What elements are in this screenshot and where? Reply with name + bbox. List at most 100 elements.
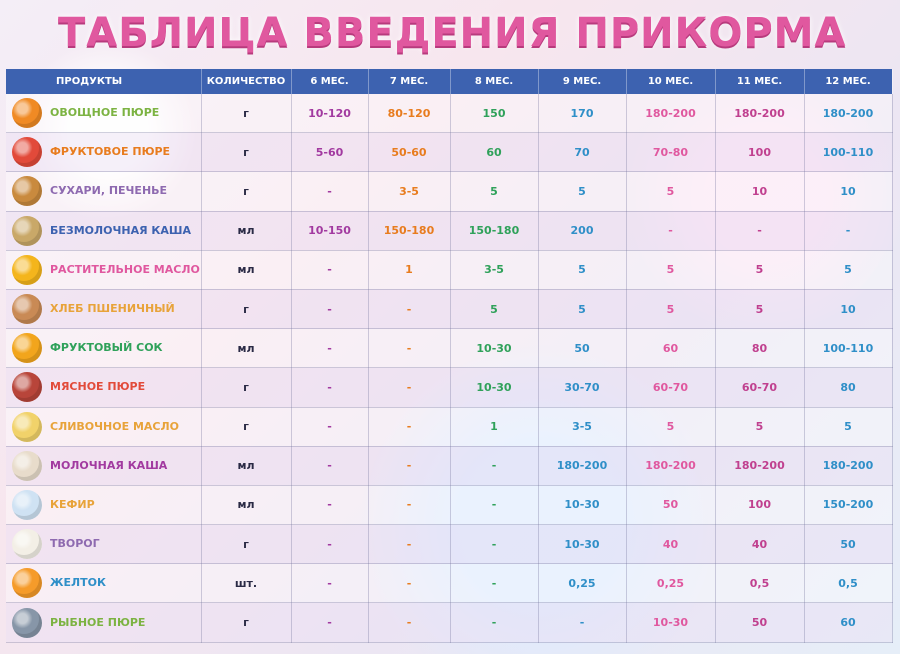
value-cell: 60-70 (715, 367, 805, 408)
product-name: ХЛЕБ ПШЕНИЧНЫЙ (50, 302, 175, 316)
table-row: РЫБНОЕ ПЮРЕ г - - - -10-30 50 60 (6, 602, 893, 643)
col-header-12m: 12 МЕС. (804, 69, 893, 94)
value-cell: 50 (715, 602, 805, 643)
col-header-9m: 9 МЕС. (538, 69, 627, 94)
value-cell: 180-200 (715, 94, 805, 134)
value-cell: 40 (715, 524, 805, 565)
table-row: СУХАРИ, ПЕЧЕНЬЕ г -3-5 5 5 5 10 10 (6, 171, 893, 212)
product-name: ФРУКТОВЫЙ СОК (50, 341, 163, 355)
value-cell: 180-200 (804, 446, 893, 486)
value-cell: 10 (715, 171, 805, 212)
product-name: ФРУКТОВОЕ ПЮРЕ (50, 145, 171, 159)
value-cell: 180-200 (804, 94, 893, 134)
value-cell: - (538, 602, 627, 643)
table-row: РАСТИТЕЛЬНОЕ МАСЛО мл -1 3-5 5 5 5 5 (6, 250, 893, 290)
value-cell: 5 (626, 250, 716, 290)
value-cell: 60-70 (626, 367, 716, 408)
value-cell: 5 (715, 407, 805, 447)
table-row: БЕЗМОЛОЧНАЯ КАША мл 10-150 150-180 150-180 20… (6, 211, 893, 251)
product-name: БЕЗМОЛОЧНАЯ КАША (50, 223, 192, 237)
product-cell: МОЛОЧНАЯ КАША (6, 446, 202, 486)
value-cell: 5 (538, 171, 627, 212)
table-row: ФРУКТОВОЕ ПЮРЕ г 5-60 50-60 60 70 70-80 100 100-… (6, 132, 893, 173)
value-cell: 3-5 (368, 171, 451, 212)
sunflower-icon (12, 254, 42, 285)
unit-cell: г (201, 171, 292, 212)
egg-yolk-icon (12, 568, 42, 599)
unit-cell: г (201, 524, 292, 565)
unit-cell: мл (201, 485, 292, 526)
value-cell: - (291, 171, 369, 212)
product-cell: ЖЕЛТОК (6, 563, 202, 604)
table-row: КЕФИР мл - - -10-30 50 100 150-200 (6, 485, 893, 526)
value-cell: - (291, 446, 369, 486)
value-cell: 1 (368, 250, 451, 290)
value-cell: 0,25 (626, 563, 716, 604)
unit-cell: мл (201, 211, 292, 251)
value-cell: - (368, 485, 451, 526)
product-name: МОЛОЧНАЯ КАША (50, 458, 168, 472)
value-cell: 5 (450, 171, 539, 212)
value-cell: 0,25 (538, 563, 627, 604)
value-cell: - (291, 407, 369, 447)
value-cell: - (450, 602, 539, 643)
product-name: РАСТИТЕЛЬНОЕ МАСЛО (50, 262, 200, 276)
carrot-pumpkin-icon (12, 98, 42, 129)
col-header-11m: 11 МЕС. (715, 69, 805, 94)
value-cell: 5 (804, 250, 893, 290)
value-cell: 5 (626, 407, 716, 447)
value-cell: - (368, 289, 451, 330)
porridge-bowl-icon (12, 215, 42, 246)
product-name: ЖЕЛТОК (50, 576, 106, 590)
unit-cell: мл (201, 446, 292, 486)
value-cell: - (804, 211, 893, 251)
product-name: ТВОРОГ (50, 537, 100, 551)
value-cell: 10 (804, 171, 893, 212)
unit-cell: г (201, 407, 292, 447)
col-header-8m: 8 МЕС. (450, 69, 539, 94)
unit-cell: г (201, 289, 292, 330)
table-row: СЛИВОЧНОЕ МАСЛО г - -1 3-5 5 5 5 (6, 407, 893, 447)
value-cell: - (291, 367, 369, 408)
value-cell: 40 (626, 524, 716, 565)
value-cell: - (368, 367, 451, 408)
value-cell: 10-120 (291, 94, 369, 134)
unit-cell: мл (201, 328, 292, 369)
table-row: ФРУКТОВЫЙ СОК мл - -10-30 50 60 80 100-110 (6, 328, 893, 369)
value-cell: 0,5 (804, 563, 893, 604)
value-cell: 150-200 (804, 485, 893, 526)
product-name: КЕФИР (50, 497, 95, 511)
value-cell: 50 (626, 485, 716, 526)
value-cell: 10-30 (538, 485, 627, 526)
value-cell: 80-120 (368, 94, 451, 134)
page-title: ТАБЛИЦА ВВЕДЕНИЯ ПРИКОРМА (58, 10, 847, 56)
value-cell: 5 (538, 289, 627, 330)
product-name: МЯСНОЕ ПЮРЕ (50, 380, 146, 394)
product-cell: СЛИВОЧНОЕ МАСЛО (6, 407, 202, 447)
table-row: МОЛОЧНАЯ КАША мл - - -180-200 180-200 180-200 1… (6, 446, 893, 486)
value-cell: - (291, 485, 369, 526)
value-cell: 0,5 (715, 563, 805, 604)
value-cell: 150-180 (450, 211, 539, 251)
value-cell: 200 (538, 211, 627, 251)
value-cell: 180-200 (626, 446, 716, 486)
col-header-10m: 10 МЕС. (626, 69, 716, 94)
value-cell: - (291, 289, 369, 330)
value-cell: 150-180 (368, 211, 451, 251)
unit-cell: г (201, 132, 292, 173)
value-cell: 10 (804, 289, 893, 330)
value-cell: 1 (450, 407, 539, 447)
value-cell: 10-30 (538, 524, 627, 565)
value-cell: 5 (804, 407, 893, 447)
value-cell: - (368, 446, 451, 486)
value-cell: 10-150 (291, 211, 369, 251)
value-cell: 10-30 (450, 367, 539, 408)
product-name: СЛИВОЧНОЕ МАСЛО (50, 419, 179, 433)
value-cell: 5 (538, 250, 627, 290)
table-row: ЖЕЛТОК шт. - - -0,25 0,25 0,5 0,5 (6, 563, 893, 604)
bread-icon (12, 294, 42, 325)
unit-cell: г (201, 602, 292, 643)
milk-porridge-icon (12, 450, 42, 481)
value-cell: 100-110 (804, 132, 893, 173)
juice-cup-icon (12, 333, 42, 364)
